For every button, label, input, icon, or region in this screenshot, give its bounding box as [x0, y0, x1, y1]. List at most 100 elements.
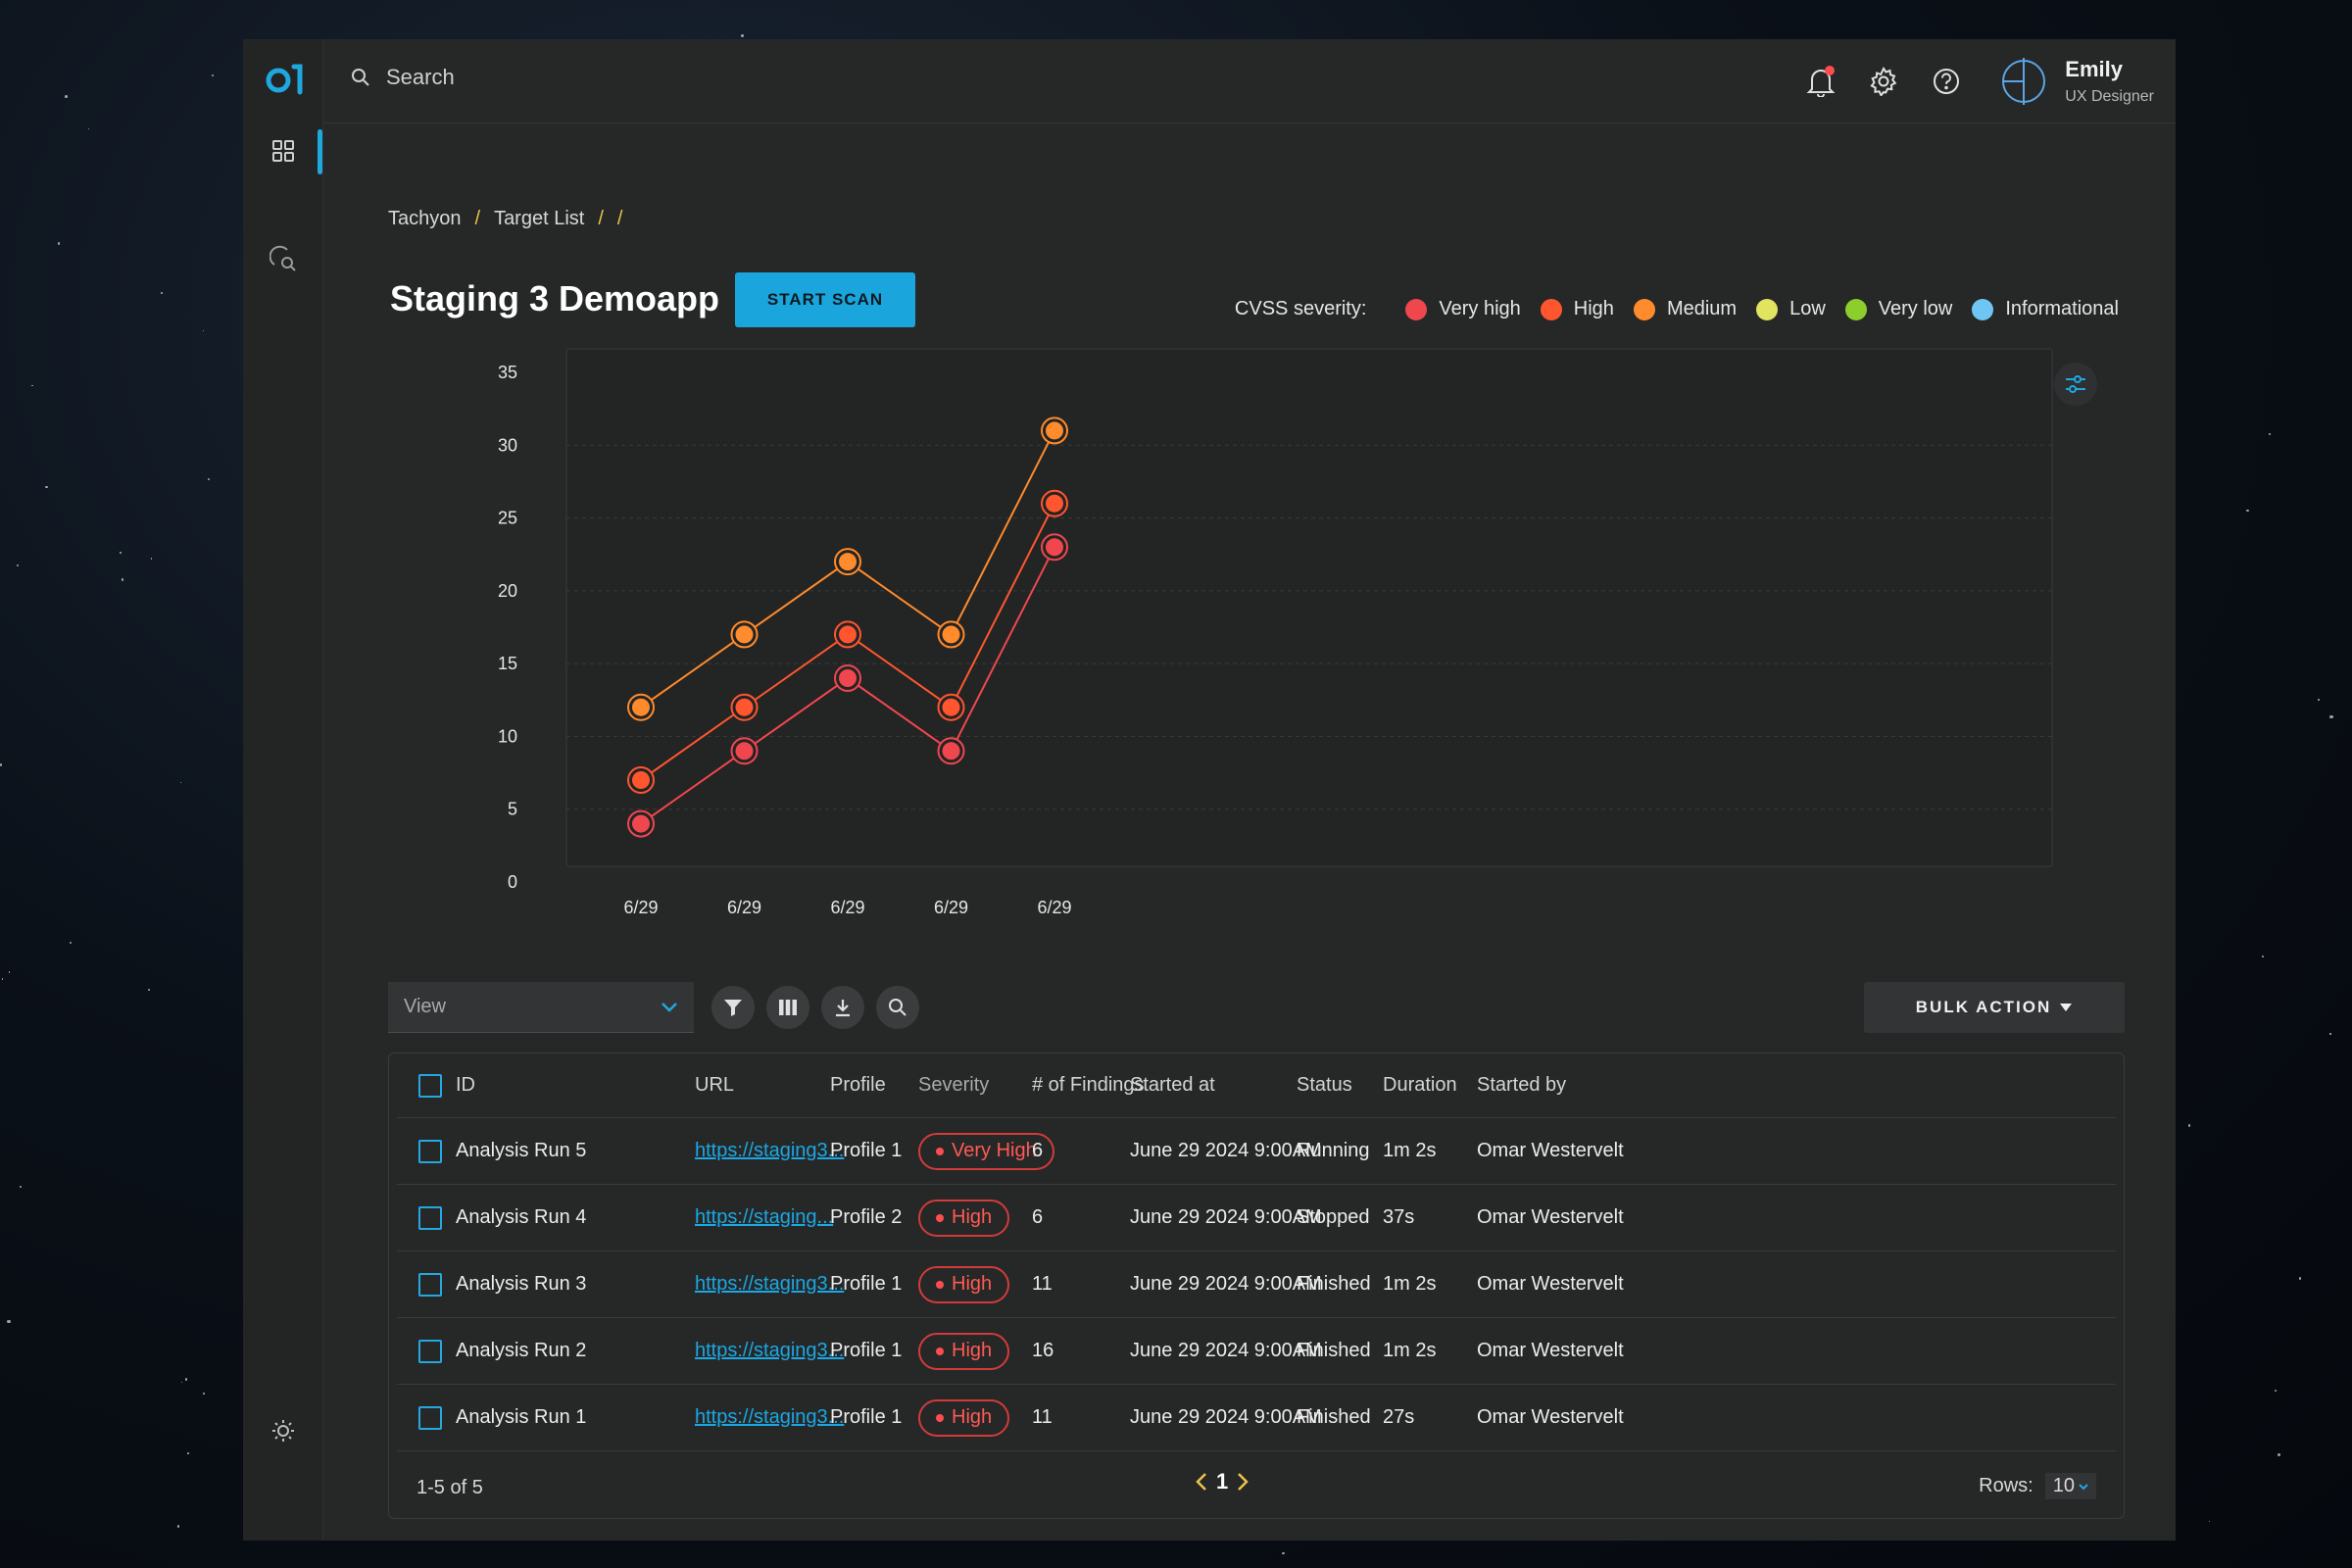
star: [7, 1319, 11, 1324]
legend-label: CVSS severity:: [1234, 298, 1367, 319]
columns-icon: [779, 1000, 797, 1015]
data-point: [632, 698, 650, 716]
severity-label: High: [952, 1273, 993, 1295]
star: [122, 578, 124, 581]
cell-severity: High: [918, 1332, 1010, 1370]
target-url-link[interactable]: https://staging3...: [695, 1340, 845, 1361]
bulk-action-button[interactable]: BULK ACTION: [1864, 982, 2125, 1033]
row-checkbox[interactable]: [418, 1405, 442, 1430]
column-header-status[interactable]: Status: [1297, 1074, 1352, 1096]
row-checkbox[interactable]: [418, 1139, 442, 1163]
settings-gear-icon[interactable]: [1867, 65, 1900, 98]
help-icon[interactable]: [1930, 65, 1963, 98]
column-header-started-at[interactable]: Started at: [1130, 1074, 1215, 1096]
legend-item: Informational: [1972, 298, 2119, 320]
severity-badge: High: [918, 1199, 1010, 1237]
x-tick-label: 6/29: [623, 898, 658, 917]
filter-button[interactable]: [711, 986, 755, 1029]
star: [20, 1186, 23, 1189]
chart-filter-button[interactable]: [2054, 363, 2097, 406]
cell-started-at: June 29 2024 9:00AM: [1130, 1140, 1322, 1161]
cell-duration: 1m 2s: [1383, 1140, 1437, 1161]
breadcrumb-item-target-list[interactable]: Target List: [494, 208, 585, 229]
cell-started-by: Omar Westervelt: [1477, 1340, 1624, 1361]
column-header-started-by[interactable]: Started by: [1477, 1074, 1567, 1096]
cell-started-at: June 29 2024 9:00AM: [1130, 1406, 1322, 1428]
breadcrumb-item-tachyon[interactable]: Tachyon: [388, 208, 462, 229]
user-info[interactable]: Emily UX Designer: [2065, 57, 2154, 106]
chevron-left-icon[interactable]: [1195, 1472, 1208, 1492]
run-id[interactable]: Analysis Run 3: [456, 1273, 587, 1295]
target-url-link[interactable]: https://staging3...: [695, 1273, 845, 1295]
theme-toggle-sun-icon[interactable]: [268, 1415, 299, 1446]
severity-dot: [936, 1347, 944, 1355]
star: [16, 564, 20, 567]
table-search-button[interactable]: [876, 986, 919, 1029]
cell-duration: 1m 2s: [1383, 1340, 1437, 1361]
breadcrumb: Tachyon / Target List / /: [388, 208, 622, 230]
view-select[interactable]: View: [388, 982, 694, 1033]
row-checkbox[interactable]: [418, 1272, 442, 1297]
column-header-severity[interactable]: Severity: [918, 1074, 990, 1096]
star: [69, 941, 72, 944]
data-point: [839, 553, 857, 571]
user-role: UX Designer: [2065, 88, 2154, 105]
column-header-duration[interactable]: Duration: [1383, 1074, 1457, 1096]
star: [2329, 715, 2333, 719]
start-scan-button[interactable]: START SCAN: [735, 272, 915, 327]
star: [2269, 432, 2272, 435]
scan-search-nav-icon[interactable]: [268, 243, 299, 274]
severity-dot: [936, 1213, 944, 1222]
column-header-of-findings[interactable]: # of Findings: [1032, 1074, 1145, 1096]
current-page[interactable]: 1: [1216, 1469, 1229, 1494]
legend-item-label: High: [1573, 298, 1614, 319]
star: [187, 1451, 189, 1454]
run-id[interactable]: Analysis Run 2: [456, 1340, 587, 1361]
column-header-id[interactable]: ID: [456, 1074, 475, 1096]
search-input[interactable]: Search: [386, 65, 455, 89]
cell-findings: 11: [1032, 1273, 1053, 1295]
star: [740, 33, 745, 37]
data-point: [1046, 421, 1063, 440]
table-row[interactable]: Analysis Run 1 https://staging3... Profile…: [397, 1385, 2116, 1451]
x-tick-label: 6/29: [934, 898, 968, 917]
table-footer: 1-5 of 5 1 Rows: 10: [389, 1451, 2124, 1518]
target-url-link[interactable]: https://staging...: [695, 1206, 834, 1228]
table-row[interactable]: Analysis Run 5 https://staging3... Profile…: [397, 1118, 2116, 1185]
data-point: [1046, 494, 1063, 513]
row-checkbox[interactable]: [418, 1205, 442, 1230]
target-url-link[interactable]: https://staging3...: [695, 1140, 845, 1161]
cell-started-at: June 29 2024 9:00AM: [1130, 1273, 1322, 1295]
column-header-profile[interactable]: Profile: [830, 1074, 886, 1096]
run-id[interactable]: Analysis Run 1: [456, 1406, 587, 1428]
download-button[interactable]: [821, 986, 864, 1029]
table-row[interactable]: Analysis Run 4 https://staging... Profile …: [397, 1185, 2116, 1251]
star: [177, 1525, 180, 1528]
cell-severity: High: [918, 1398, 1010, 1437]
data-point: [632, 771, 650, 789]
run-id[interactable]: Analysis Run 4: [456, 1206, 587, 1228]
active-nav-indicator: [318, 129, 322, 174]
column-header-url[interactable]: URL: [695, 1074, 735, 1096]
target-url-link[interactable]: https://staging3...: [695, 1406, 845, 1428]
cell-severity: High: [918, 1265, 1010, 1303]
chevron-down-icon: [2079, 1483, 2088, 1490]
select-all-checkbox[interactable]: [418, 1073, 442, 1098]
star: [2318, 699, 2321, 701]
table-row[interactable]: Analysis Run 2 https://staging3... Profile…: [397, 1318, 2116, 1385]
severity-badge: Very High: [918, 1132, 1054, 1170]
data-point: [839, 669, 857, 687]
rows-per-page-select[interactable]: 10: [2044, 1473, 2096, 1499]
user-avatar[interactable]: [2000, 58, 2047, 105]
data-point: [735, 742, 754, 760]
table-row[interactable]: Analysis Run 3 https://staging3... Profile…: [397, 1251, 2116, 1318]
severity-dot: [936, 1280, 944, 1289]
run-id[interactable]: Analysis Run 5: [456, 1140, 587, 1161]
row-checkbox[interactable]: [418, 1339, 442, 1363]
chevron-right-icon[interactable]: [1236, 1472, 1250, 1492]
legend-swatch: [1633, 298, 1655, 320]
dashboard-nav-icon[interactable]: [268, 135, 299, 167]
columns-button[interactable]: [766, 986, 809, 1029]
global-search[interactable]: Search: [351, 65, 455, 90]
notifications-bell-icon[interactable]: [1804, 65, 1838, 98]
